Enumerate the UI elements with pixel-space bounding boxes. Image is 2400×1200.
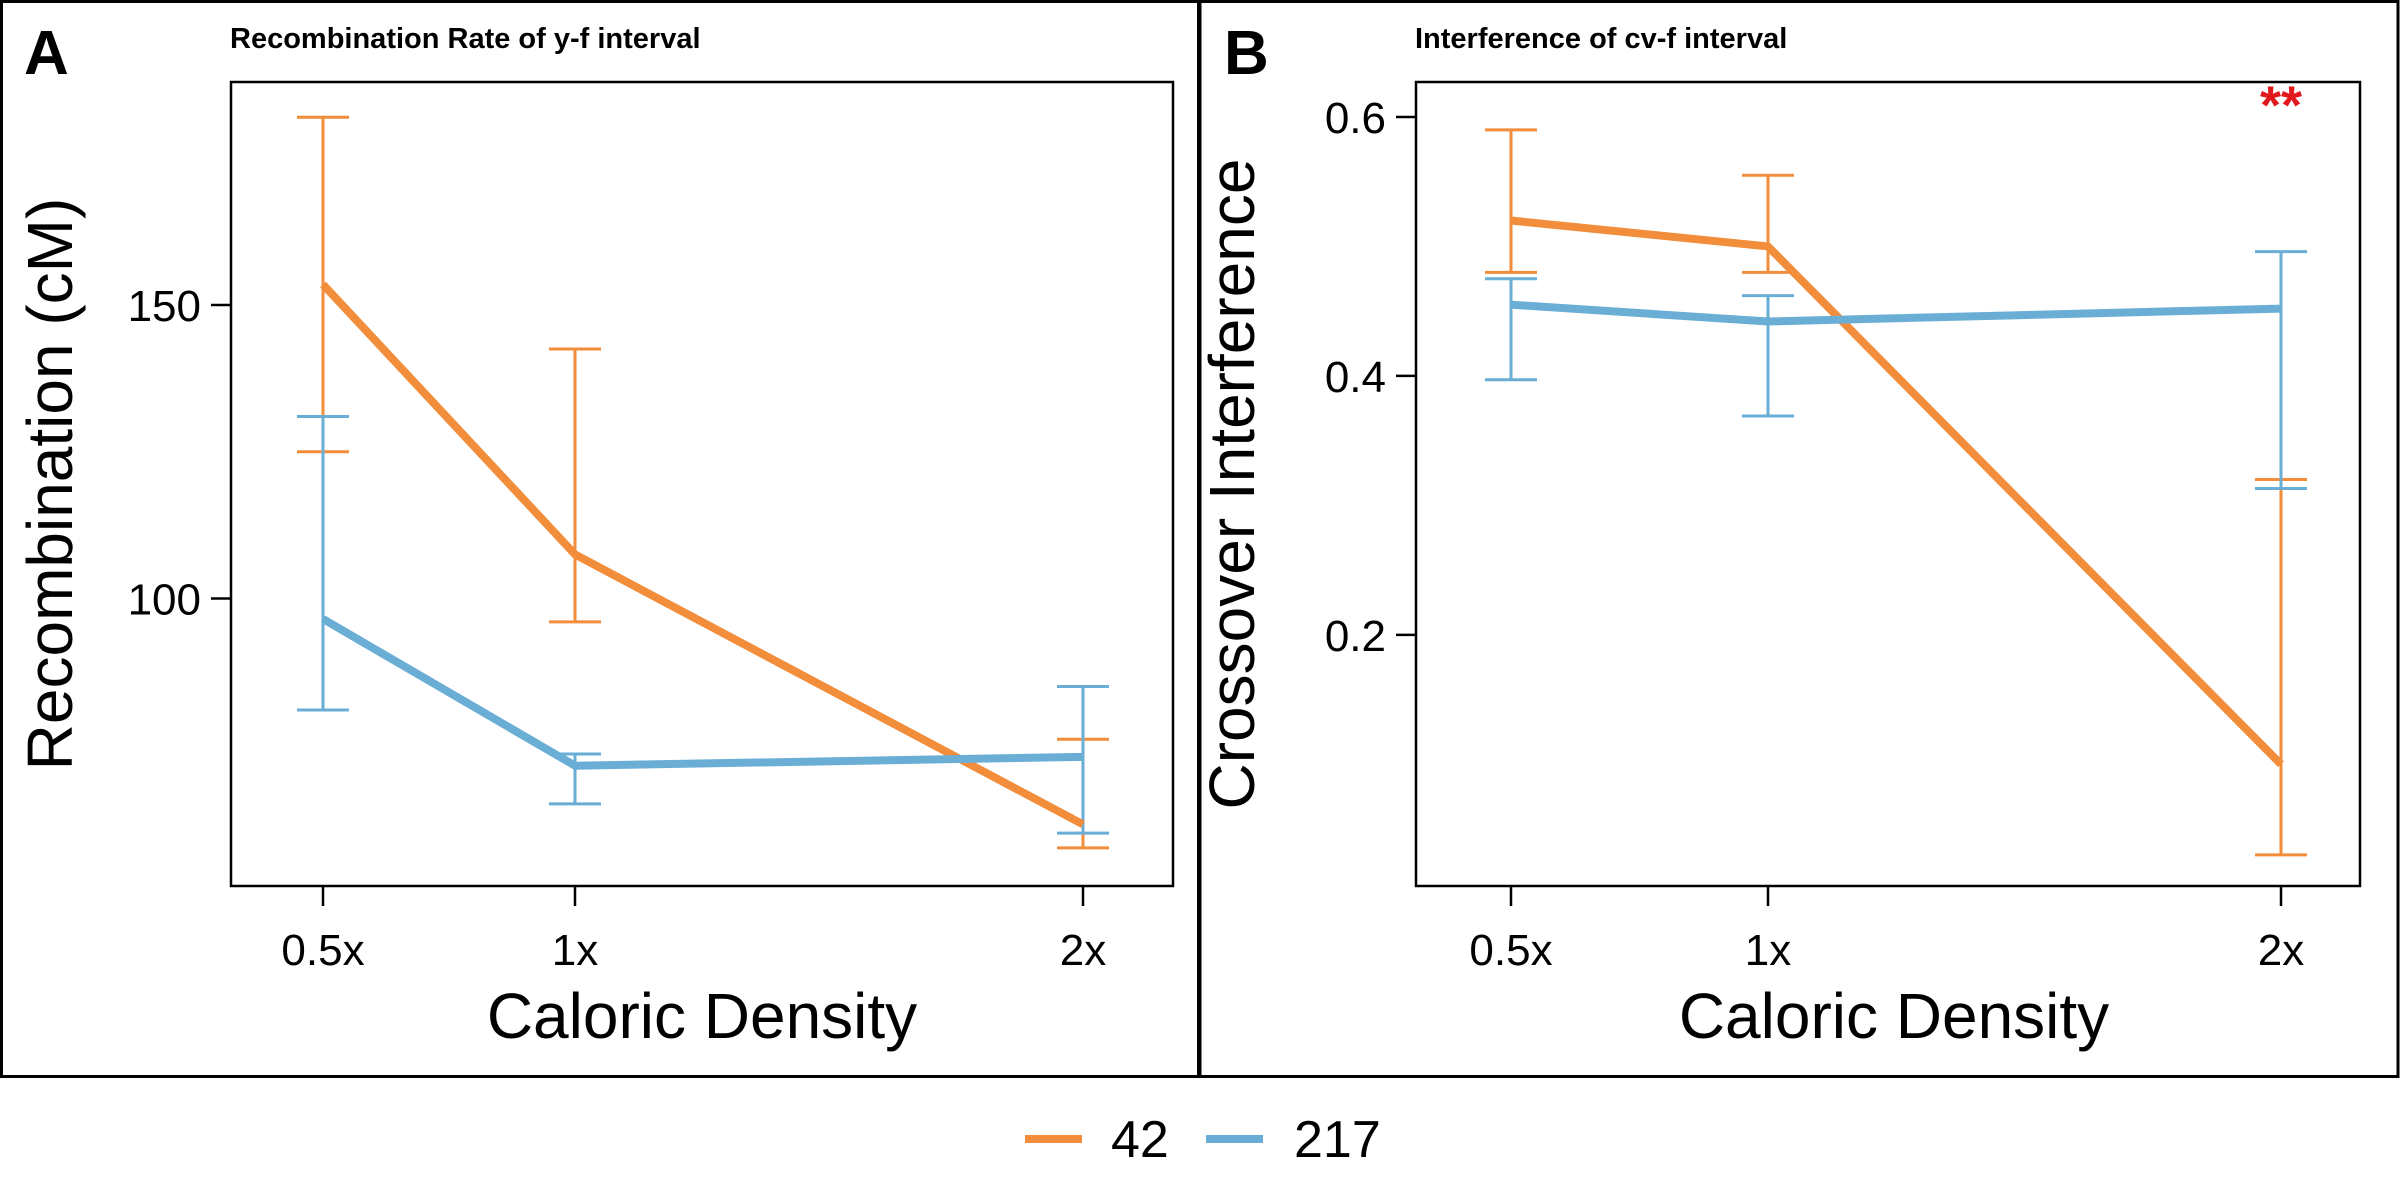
panel-b-plot-area xyxy=(1414,80,2362,888)
panel-a-letter: A xyxy=(24,19,69,88)
series-line-217 xyxy=(320,615,1084,770)
panel-b-title: Interference of cv-f interval xyxy=(1415,23,1787,55)
panel-b-ylabel: Crossover Interference xyxy=(1196,159,1268,810)
error-bar-42-2 xyxy=(2255,477,2307,857)
panel-a: A Recombination Rate of y-f interval 100… xyxy=(0,0,1200,1078)
panel-b-letter: B xyxy=(1224,19,1269,88)
significance-annotation: ** xyxy=(2260,76,2302,136)
x-tick-label-2: 2x xyxy=(2258,926,2304,975)
legend: 42 217 xyxy=(1025,1111,1381,1169)
error-bar-42-1 xyxy=(1742,173,1794,274)
x-tick-label-0: 0.5x xyxy=(1469,926,1552,975)
error-bar-217-0 xyxy=(1485,277,1537,382)
series-line-217 xyxy=(1510,300,2282,326)
y-tick-label-0: 0.2 xyxy=(1325,612,1386,661)
panel-a-ylabel: Recombination (cM) xyxy=(14,198,86,771)
x-tick-label-1: 1x xyxy=(1745,926,1791,975)
x-tick-label-2: 2x xyxy=(1060,926,1106,975)
panel-a-xlabel: Caloric Density xyxy=(487,980,917,1052)
error-bar-42-0 xyxy=(1485,128,1537,274)
x-tick-label-1: 1x xyxy=(552,926,598,975)
series-line-42 xyxy=(320,281,1085,828)
error-bar-217-2 xyxy=(2255,250,2307,491)
error-bar-42-1 xyxy=(549,347,601,624)
legend-label-42: 42 xyxy=(1111,1111,1169,1169)
legend-label-217: 217 xyxy=(1294,1111,1381,1169)
y-tick-label-1: 0.4 xyxy=(1325,353,1386,402)
error-bar-217-1 xyxy=(1742,294,1794,418)
series-line-42 xyxy=(1510,216,2284,768)
panel-a-frame xyxy=(0,0,1200,1078)
panel-b-axes: 0.2 0.4 0.6 0.5x 1x 2x xyxy=(1325,94,2304,975)
x-tick-label-0: 0.5x xyxy=(281,926,364,975)
y-tick-label-1: 150 xyxy=(128,282,201,331)
y-tick-label-2: 0.6 xyxy=(1325,94,1386,143)
panel-b: B Interference of cv-f interval 0.20.40.… xyxy=(1196,0,2400,1078)
panel-a-plot-area xyxy=(229,80,1175,888)
panel-b-frame xyxy=(1198,0,2400,1078)
panel-a-axes: 100 150 0.5x 1x 2x xyxy=(128,282,1107,975)
panel-b-xlabel: Caloric Density xyxy=(1679,980,2109,1052)
panel-b-marks: ** xyxy=(1485,76,2307,857)
panel-a-marks xyxy=(297,115,1109,850)
panel-a-title: Recombination Rate of y-f interval xyxy=(230,23,701,55)
error-bar-217-0 xyxy=(297,415,349,712)
y-tick-label-0: 100 xyxy=(128,575,201,624)
